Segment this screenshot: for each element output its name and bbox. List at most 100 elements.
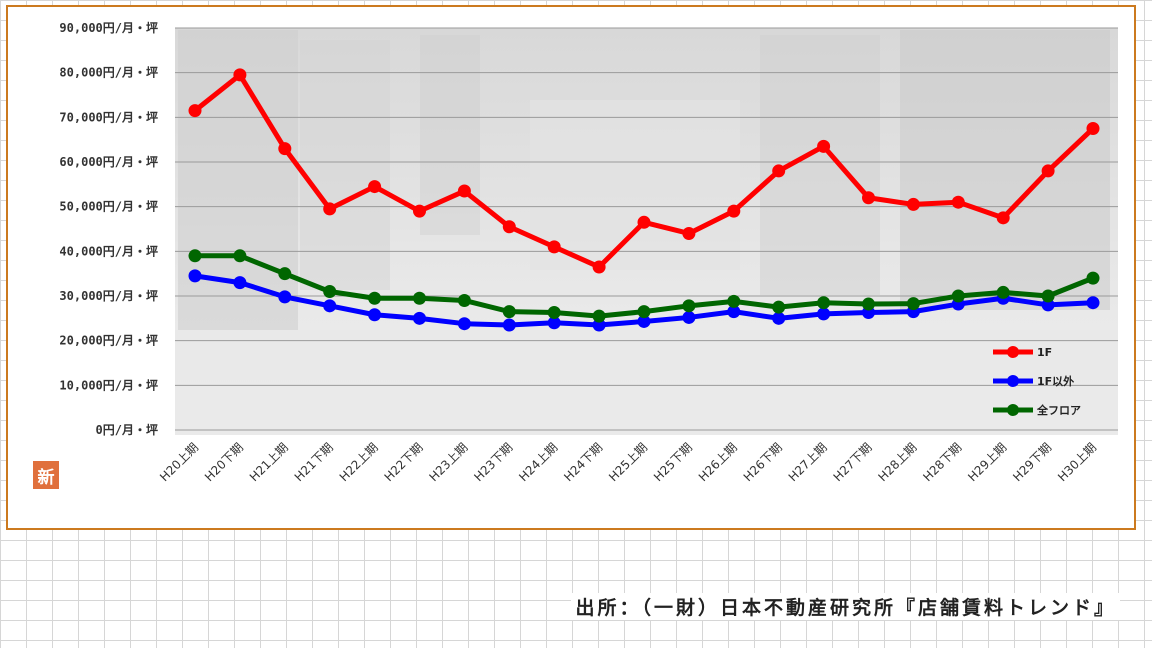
data-point (278, 142, 292, 156)
y-tick-label: 10,000円/月・坪 (59, 378, 158, 392)
data-point (727, 305, 741, 319)
y-tick-label: 0円/月・坪 (96, 423, 158, 437)
data-point (592, 309, 606, 323)
y-tick-label: 40,000円/月・坪 (59, 244, 158, 258)
data-point (1086, 296, 1100, 310)
x-tick-label: H28上期 (875, 440, 919, 484)
x-tick-label: H20下期 (202, 440, 246, 484)
x-tick-label: H28下期 (920, 440, 964, 484)
data-point (413, 291, 426, 305)
data-point (368, 180, 382, 194)
legend-label: 1F以外 (1037, 374, 1074, 388)
y-axis-ticks: 0円/月・坪 10,000円/月・坪 20,000円/月・坪 30,000円/月・坪 4… (59, 21, 158, 437)
data-point (682, 310, 696, 324)
data-point (233, 68, 247, 82)
series-lines (188, 68, 1100, 332)
x-tick-label: H20上期 (157, 440, 201, 484)
data-point (772, 300, 786, 314)
data-point (682, 299, 696, 313)
data-point (862, 191, 875, 205)
x-tick-label: H26上期 (696, 440, 740, 484)
data-point (188, 249, 202, 263)
data-point (368, 291, 382, 305)
data-point (951, 195, 965, 209)
x-tick-label: H22上期 (337, 440, 381, 484)
data-point (547, 316, 561, 330)
data-point (323, 285, 337, 299)
data-point (996, 285, 1010, 299)
data-point (233, 249, 247, 263)
data-point (457, 293, 471, 307)
y-tick-label: 60,000円/月・坪 (59, 155, 158, 169)
y-tick-label: 30,000円/月・坪 (59, 289, 158, 303)
data-point (188, 104, 202, 118)
x-tick-label: H23下期 (471, 440, 515, 484)
data-point (862, 297, 875, 311)
data-point (906, 297, 920, 311)
data-point (502, 318, 516, 332)
data-point (188, 269, 202, 283)
data-point (817, 307, 831, 321)
data-point (772, 311, 786, 325)
x-tick-label: H25下期 (651, 440, 695, 484)
y-tick-label: 80,000円/月・坪 (59, 66, 158, 80)
data-point (457, 184, 471, 198)
data-point (951, 289, 965, 303)
x-tick-label: H29下期 (1010, 440, 1054, 484)
legend-label: 全フロア (1036, 403, 1081, 417)
x-tick-label: H29上期 (965, 440, 1009, 484)
legend-marker (1007, 346, 1019, 358)
data-point (682, 226, 696, 240)
data-point (817, 296, 831, 310)
data-point (1086, 122, 1100, 135)
data-point (323, 299, 337, 313)
legend-marker (1007, 404, 1019, 416)
x-axis-ticks: H20上期 H20下期 H21上期 H21下期 H22上期 H22下期 H23上期 H23下期… (157, 440, 1099, 484)
data-point (592, 318, 606, 332)
x-tick-label: H23上期 (426, 440, 470, 484)
data-point (1041, 164, 1055, 178)
data-point (1086, 271, 1100, 285)
data-point (637, 215, 651, 229)
y-tick-label: 50,000円/月・坪 (59, 200, 158, 214)
data-point (502, 305, 516, 319)
x-tick-label: H24下期 (561, 440, 605, 484)
data-point (637, 314, 651, 328)
data-point (547, 306, 561, 320)
data-point (278, 267, 292, 281)
data-point (278, 290, 292, 304)
data-point (413, 204, 426, 218)
x-tick-label: H24上期 (516, 440, 560, 484)
data-point (817, 139, 831, 153)
data-point (727, 294, 741, 308)
data-point (906, 197, 920, 211)
x-tick-label: H27上期 (786, 440, 830, 484)
data-point (502, 220, 516, 234)
x-tick-label: H25上期 (606, 440, 650, 484)
data-point (1041, 298, 1055, 312)
data-point (727, 204, 741, 218)
y-tick-label: 70,000円/月・坪 (59, 110, 158, 124)
x-tick-label: H27下期 (831, 440, 875, 484)
data-point (996, 211, 1010, 225)
data-point (772, 164, 786, 178)
y-tick-label: 20,000円/月・坪 (59, 334, 158, 348)
plot-background (175, 28, 1118, 435)
x-tick-label: H26下期 (741, 440, 785, 484)
data-point (457, 317, 471, 331)
data-point (1041, 289, 1055, 303)
source-note: 出所：（一財）日本不動産研究所『店舗賃料トレンド』 (571, 593, 1120, 620)
logo-badge: 新 (33, 461, 59, 489)
legend-marker (1007, 375, 1019, 387)
data-point (592, 260, 606, 274)
x-tick-label: H21上期 (247, 440, 291, 484)
data-point (368, 308, 382, 322)
data-point (413, 311, 426, 325)
x-tick-label: H30上期 (1055, 440, 1099, 484)
y-tick-label: 90,000円/月・坪 (59, 21, 158, 35)
data-point (637, 305, 651, 319)
data-point (547, 240, 561, 254)
data-point (233, 276, 247, 290)
